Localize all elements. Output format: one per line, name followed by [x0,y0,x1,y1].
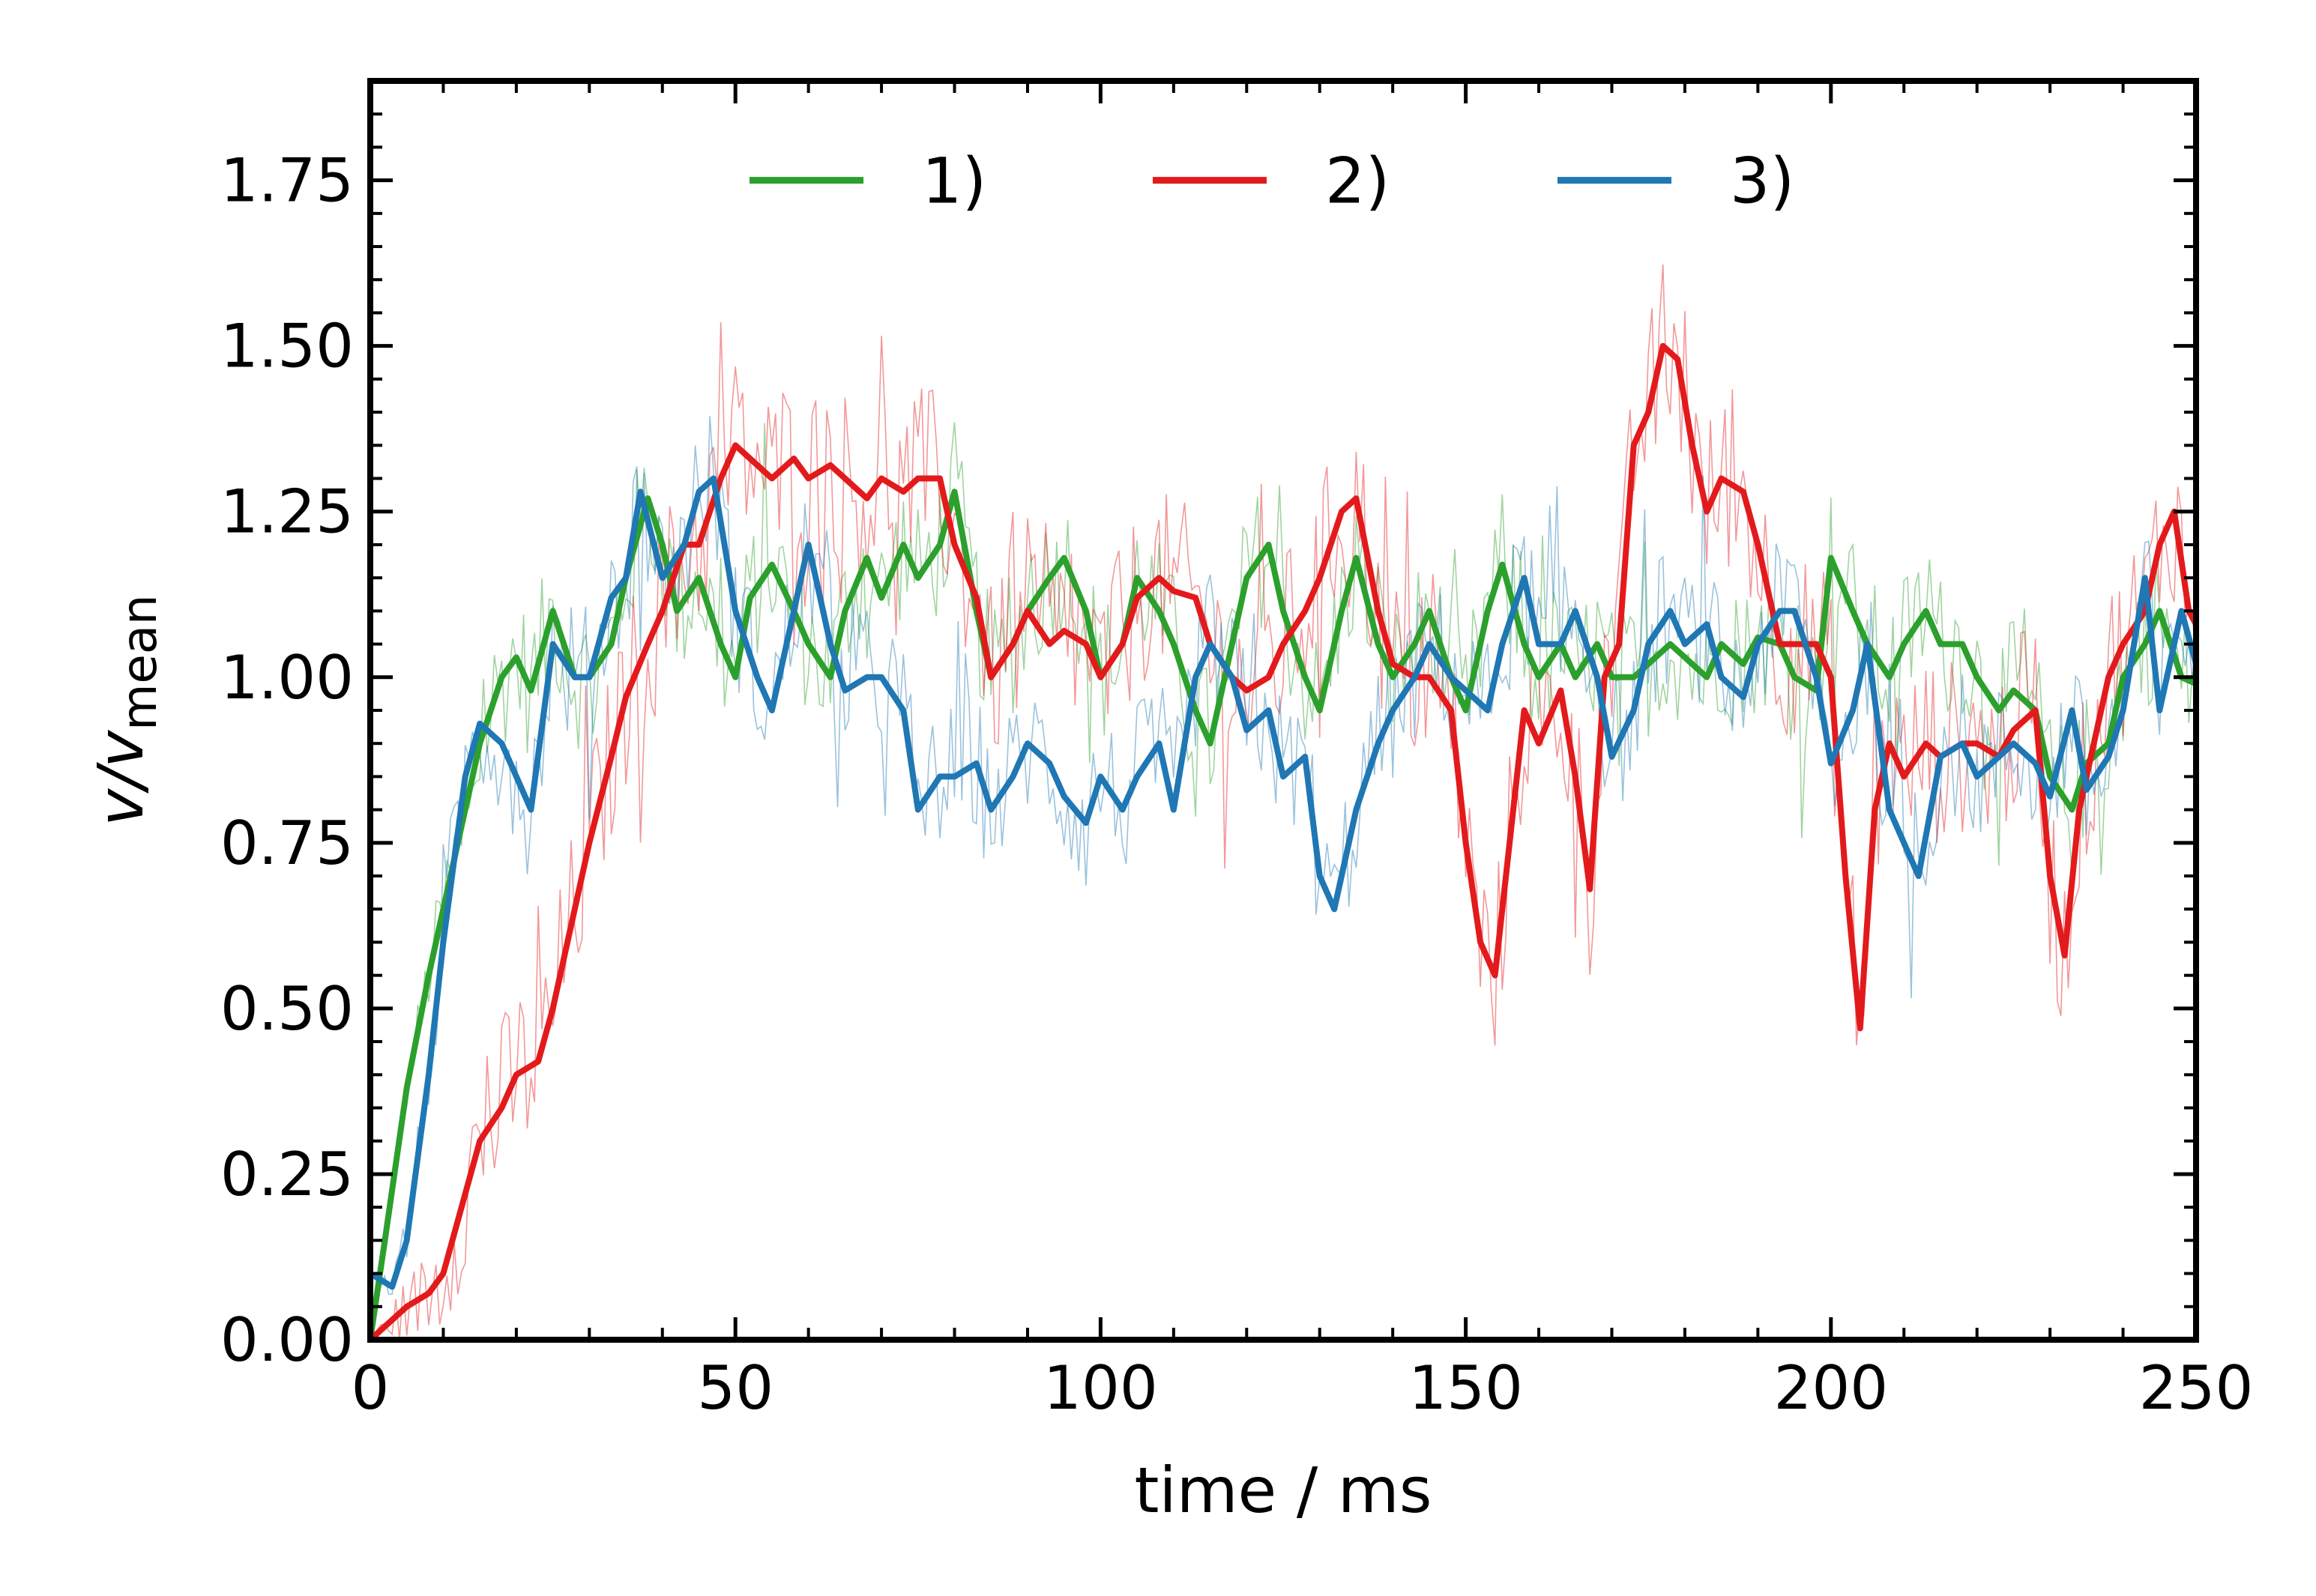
raw-trace-2 [370,264,2197,1340]
series-line-2 [367,342,2199,1343]
raw-noise-traces [370,264,2197,1340]
series-line-1 [367,489,2199,1343]
legend: 1) 2) 3) [750,145,1794,218]
x-tick-label: 0 [352,1353,390,1423]
y-axis-label: v/vmean [84,594,168,826]
x-tick-label: 50 [697,1353,773,1423]
y-tick-label: 0.00 [220,1305,354,1375]
legend-label-3: 3) [1730,145,1794,218]
x-tick-label: 150 [1408,1353,1523,1423]
smoothed-series-lines [367,342,2199,1343]
x-tick-label: 100 [1043,1353,1158,1423]
x-tick-labels: 0 50 100 150 200 250 [352,1353,2254,1423]
series-line-3 [367,475,2199,1290]
y-tick-labels: 0.00 0.25 0.50 0.75 1.00 1.25 1.50 1.75 [220,146,354,1375]
y-axis-label-main: v/v [84,730,157,826]
y-axis-label-subscript: mean [112,594,168,731]
y-tick-label: 1.50 [220,312,354,381]
y-tick-label: 1.25 [220,477,354,547]
y-tick-label: 0.50 [220,974,354,1044]
plot-frame [367,78,2199,1343]
y-tick-label: 1.00 [220,643,354,713]
legend-label-2: 2) [1325,145,1390,218]
x-tick-label: 200 [1773,1353,1888,1423]
y-tick-label: 0.75 [220,808,354,878]
x-axis-label: time / ms [1134,1454,1432,1527]
x-tick-label: 250 [2139,1353,2254,1423]
axis-ticks [368,81,2198,1342]
y-tick-label: 0.25 [220,1140,354,1209]
raw-trace-1 [370,422,2197,1340]
y-tick-label: 1.75 [220,146,354,216]
legend-label-1: 1) [922,145,986,218]
